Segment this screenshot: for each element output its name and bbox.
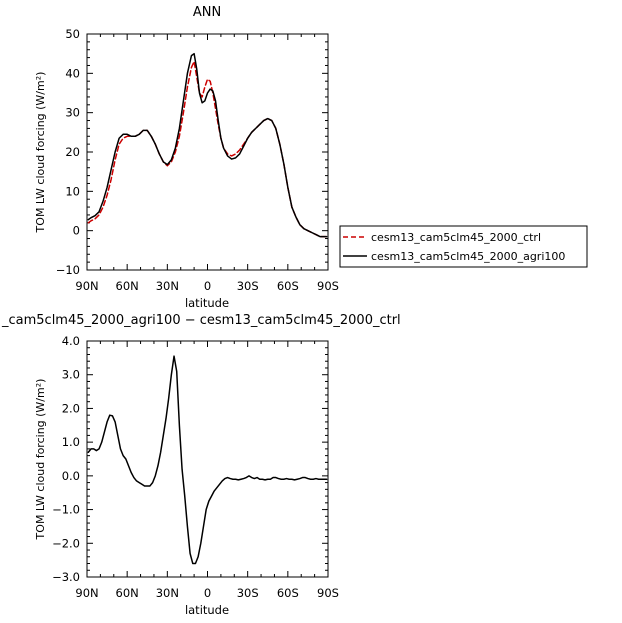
bottom-x-tick-label: 90N	[75, 586, 98, 600]
bottom-x-tick-label: 90S	[317, 586, 339, 600]
top-y-tick-label: 50	[65, 27, 80, 41]
bottom-y-axis-label: TOM LW cloud forcing (W/m²)	[34, 379, 47, 541]
top-series-line-0	[87, 60, 328, 238]
bottom-series-line-0	[87, 355, 328, 565]
bottom-panel: _cam5clm45_2000_agri100 − cesm13_cam5clm…	[1, 313, 401, 617]
bottom-y-tick-label: 0.0	[62, 469, 80, 483]
bottom-y-tick-label: −2.0	[52, 536, 80, 550]
top-series-line-1	[87, 52, 328, 238]
top-x-tick-label: 90N	[75, 279, 98, 293]
bottom-series	[87, 355, 328, 565]
legend-agri100-label: cesm13_cam5clm45_2000_agri100	[371, 250, 565, 263]
bottom-y-tick-label: −1.0	[52, 503, 80, 517]
top-y-axis-label: TOM LW cloud forcing (W/m²)	[34, 72, 47, 234]
bottom-y-tick-label: 1.0	[62, 435, 80, 449]
bottom-x-axis-label: latitude	[185, 603, 229, 617]
top-chart-title: ANN	[193, 5, 221, 20]
legend-box	[339, 225, 588, 268]
top-panel: ANN 90N 60N 30N 0 30S 60S 90S −10 0 10 20 30 40 50 la…	[34, 5, 339, 310]
top-plot-frame	[86, 33, 329, 271]
top-y-tick-label: 20	[65, 145, 80, 159]
bottom-y-tick-label: 4.0	[62, 334, 80, 348]
top-y-tick-label: 0	[73, 224, 80, 238]
legend: cesm13_cam5clm45_2000_ctrl cesm13_cam5cl…	[339, 225, 588, 268]
bottom-chart-title: _cam5clm45_2000_agri100 − cesm13_cam5clm…	[1, 313, 401, 328]
top-x-axis-label: latitude	[185, 296, 229, 310]
top-x-tick-label: 60N	[116, 279, 139, 293]
bottom-x-tick-label: 30S	[237, 586, 259, 600]
bottom-x-tick-label: 60N	[116, 586, 139, 600]
bottom-x-tick-label: 30N	[156, 586, 179, 600]
top-y-tick-label: 30	[65, 106, 80, 120]
top-x-tick-label: 60S	[277, 279, 299, 293]
top-x-tick-label: 30S	[237, 279, 259, 293]
top-x-tick-label: 30N	[156, 279, 179, 293]
bottom-y-tick-label: −3.0	[52, 570, 80, 584]
top-y-tick-label: 10	[65, 184, 80, 198]
top-series	[87, 52, 328, 238]
bottom-y-tick-label: 2.0	[62, 401, 80, 415]
bottom-x-tick-label: 0	[204, 586, 211, 600]
top-y-tick-label: 40	[65, 66, 80, 80]
bottom-ticks: 90N 60N 30N 0 30S 60S 90S −3.0 −2.0 −1.0 0.0 1.0 2.0…	[52, 334, 339, 600]
legend-ctrl-label: cesm13_cam5clm45_2000_ctrl	[371, 231, 541, 244]
bottom-plot-frame	[86, 340, 329, 578]
bottom-x-tick-label: 60S	[277, 586, 299, 600]
top-y-tick-label: −10	[56, 263, 80, 277]
bottom-y-tick-label: 3.0	[62, 368, 80, 382]
top-x-tick-label: 0	[204, 279, 211, 293]
top-x-tick-label: 90S	[317, 279, 339, 293]
top-ticks: 90N 60N 30N 0 30S 60S 90S −10 0 10 20 30 40 50	[56, 27, 339, 293]
